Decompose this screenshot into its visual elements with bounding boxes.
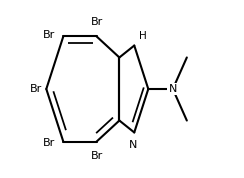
Text: Br: Br: [43, 138, 55, 148]
Text: N: N: [169, 84, 177, 94]
Text: Br: Br: [30, 84, 42, 94]
Text: N: N: [129, 140, 138, 150]
Text: Br: Br: [91, 17, 103, 27]
Text: H: H: [139, 31, 146, 41]
Text: Br: Br: [91, 151, 103, 161]
Text: Br: Br: [43, 30, 55, 40]
